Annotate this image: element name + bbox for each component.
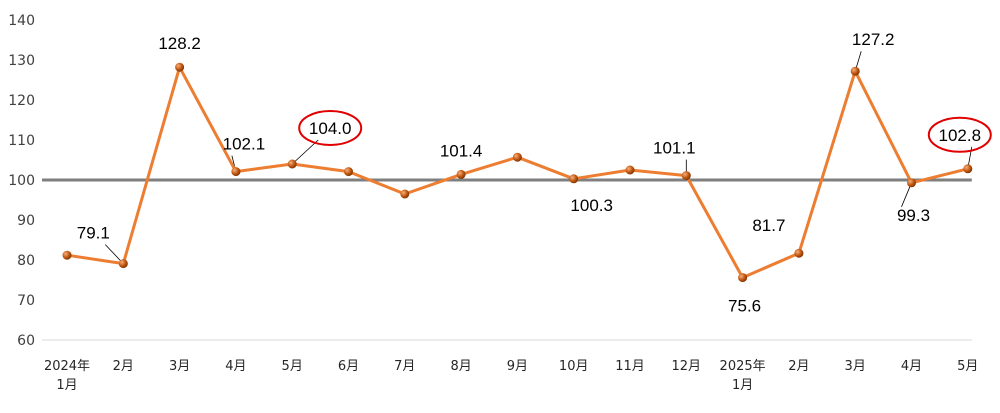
- series-line: [66, 65, 969, 280]
- data-point: [231, 167, 241, 177]
- x-tick-label: 3月: [845, 359, 866, 374]
- x-tick-label: 10月: [559, 359, 589, 374]
- y-tick-label: 140: [8, 13, 35, 29]
- data-label: 102.8: [939, 126, 982, 145]
- y-tick-label: 120: [8, 93, 35, 109]
- x-tick-label: 4月: [901, 359, 922, 374]
- x-tick-label: 8月: [450, 359, 471, 374]
- data-point: [569, 174, 579, 184]
- data-point: [907, 178, 916, 188]
- data-label: 99.3: [897, 206, 930, 225]
- x-tick-label: 7月: [394, 359, 415, 374]
- data-point: [456, 169, 466, 179]
- y-tick-label: 100: [8, 173, 35, 189]
- x-tick-label: 2025年 1月: [720, 359, 766, 393]
- data-point: [681, 171, 691, 181]
- data-label: 128.2: [158, 34, 201, 53]
- x-tick-label: 2024年 1月: [44, 359, 90, 393]
- x-tick-label: 2月: [788, 359, 809, 374]
- data-point: [794, 248, 804, 258]
- data-label: 100.3: [570, 196, 613, 215]
- data-label: 75.6: [728, 297, 761, 316]
- data-label: 127.2: [852, 30, 895, 49]
- x-axis-ticks: 2024年 1月 2月 3月 4月 5月 6月 7月 8月 9月 10月 11月 12月 2025年 1月 2…: [44, 359, 978, 393]
- data-point: [738, 273, 748, 283]
- label-leader-lines: [105, 51, 973, 264]
- y-tick-label: 130: [8, 53, 35, 69]
- data-label: 101.1: [653, 139, 696, 158]
- x-tick-label: 3月: [169, 359, 190, 374]
- data-label: 81.7: [752, 216, 785, 235]
- y-tick-label: 110: [8, 133, 35, 149]
- y-axis-ticks: 60 70 80 90 100 110 120 130 140: [8, 13, 35, 349]
- data-markers: [62, 62, 973, 283]
- highlight-circle: [298, 110, 363, 146]
- y-tick-label: 90: [17, 213, 35, 229]
- data-point: [344, 167, 353, 177]
- x-tick-label: 6月: [338, 359, 359, 374]
- data-point: [850, 66, 860, 76]
- data-point: [400, 189, 410, 199]
- data-point: [118, 259, 128, 269]
- data-point: [287, 159, 297, 169]
- data-point: [175, 62, 185, 72]
- x-tick-label: 5月: [957, 359, 978, 374]
- data-label: 101.4: [440, 141, 483, 160]
- data-point: [963, 164, 973, 174]
- x-tick-label: 5月: [282, 359, 303, 374]
- data-label: 104.0: [309, 119, 352, 138]
- x-tick-label: 9月: [507, 359, 528, 374]
- data-point: [62, 250, 72, 260]
- data-label: 102.1: [223, 135, 266, 154]
- x-tick-label: 11月: [615, 359, 645, 374]
- data-label: 79.1: [77, 224, 110, 243]
- y-tick-label: 70: [17, 293, 35, 309]
- highlight-circle: [927, 116, 992, 153]
- y-tick-label: 80: [17, 253, 35, 269]
- y-tick-label: 60: [17, 333, 35, 349]
- data-point: [512, 152, 522, 162]
- x-tick-label: 12月: [672, 359, 702, 374]
- data-labels: 79.1 128.2 102.1 104.0 101.4 100.3 101.1 75.6 81…: [77, 30, 992, 316]
- label-leader: [291, 139, 319, 165]
- x-tick-label: 2月: [113, 359, 134, 374]
- x-tick-label: 4月: [225, 359, 246, 374]
- data-point: [625, 165, 635, 175]
